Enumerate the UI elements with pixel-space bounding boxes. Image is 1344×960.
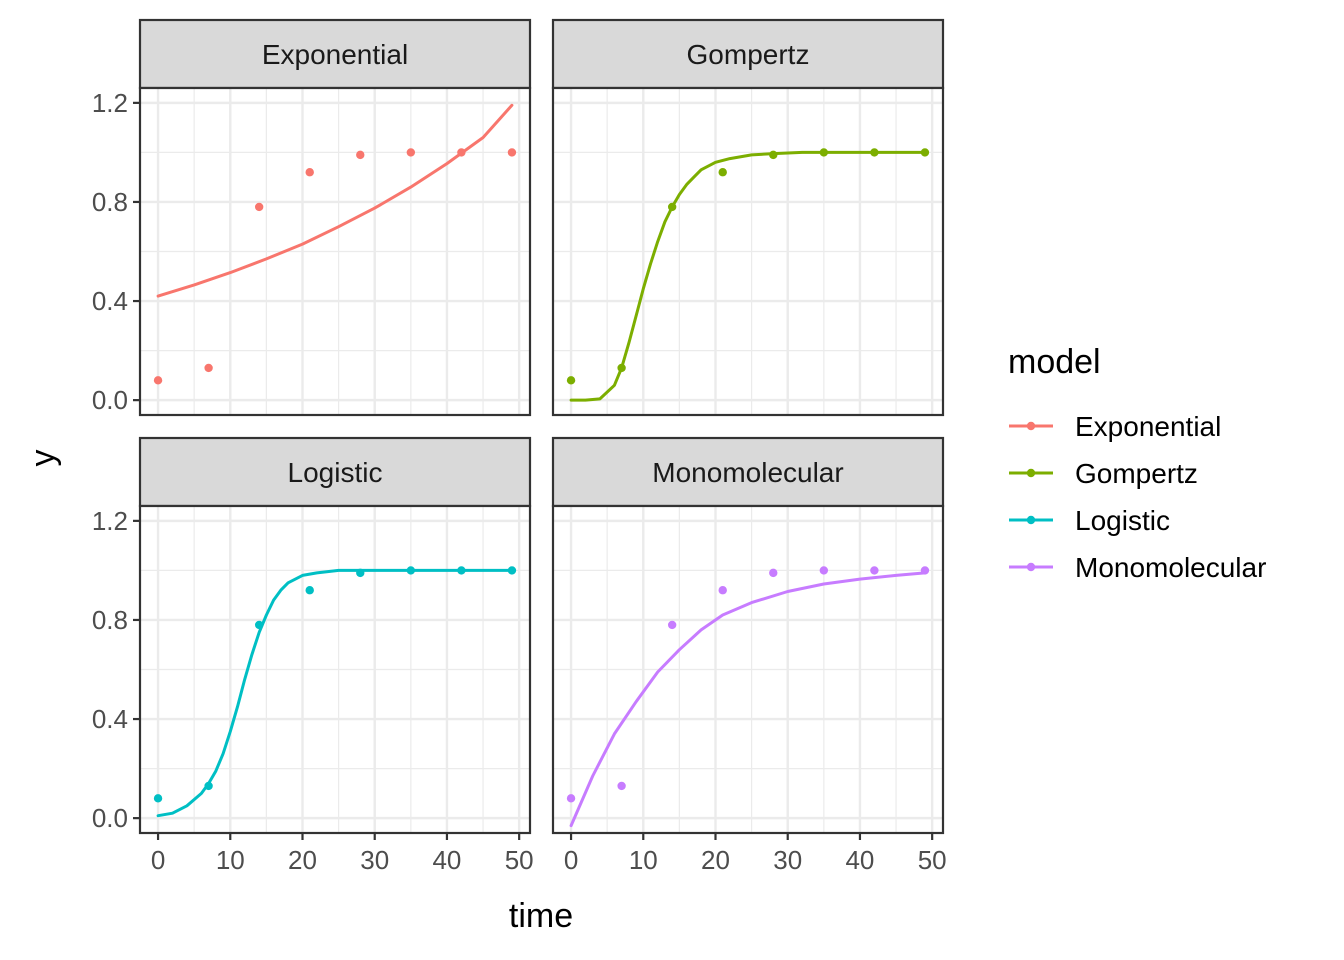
y-tick-label: 1.2	[92, 506, 128, 536]
legend: model Exponential Gompertz Logistic Monomol…	[1008, 343, 1266, 583]
data-point-gompertz	[566, 376, 576, 385]
x-tick-label: 30	[773, 845, 802, 875]
y-tick-label: 0.0	[92, 803, 128, 833]
x-tick-label: 10	[216, 845, 245, 875]
data-point-logistic	[406, 566, 416, 575]
legend-item-logistic: Logistic	[1009, 505, 1170, 536]
data-point-logistic	[356, 568, 365, 578]
panel-gompertz: Gompertz	[551, 18, 945, 417]
x-tick-label: 20	[701, 845, 730, 875]
data-point-gompertz	[667, 202, 677, 212]
panel-border-gompertz	[551, 86, 945, 417]
data-point-gompertz	[617, 363, 626, 373]
data-point-gompertz	[769, 150, 778, 160]
legend-key-point	[1026, 515, 1036, 525]
legend-label: Gompertz	[1075, 458, 1198, 489]
data-point-monomolecular	[769, 568, 778, 578]
data-point-gompertz	[819, 148, 829, 157]
data-point-monomolecular	[920, 566, 930, 575]
x-tick-label: 50	[505, 845, 534, 875]
data-point-exponential	[356, 150, 365, 160]
data-point-monomolecular	[819, 566, 829, 575]
x-tick-label: 40	[432, 845, 461, 875]
data-point-logistic	[204, 781, 213, 791]
y-tick-label: 0.8	[92, 187, 128, 217]
data-point-exponential	[204, 363, 213, 373]
x-tick-label: 0	[564, 845, 578, 875]
y-tick-label: 0.0	[92, 385, 128, 415]
x-tick-label: 20	[288, 845, 317, 875]
strip-label-exponential: Exponential	[262, 39, 408, 70]
x-tick-label: 30	[360, 845, 389, 875]
legend-item-gompertz: Gompertz	[1009, 458, 1198, 489]
data-point-logistic	[457, 566, 466, 575]
data-point-monomolecular	[667, 620, 677, 630]
data-point-exponential	[406, 148, 416, 157]
panel-logistic: Logistic	[138, 436, 532, 835]
data-point-exponential	[507, 148, 517, 157]
y-tick-label: 0.4	[92, 286, 128, 316]
data-point-monomolecular	[566, 794, 576, 803]
data-point-gompertz	[920, 148, 930, 157]
data-point-logistic	[153, 794, 163, 803]
strip-exponential	[138, 18, 532, 90]
legend-label: Monomolecular	[1075, 552, 1266, 583]
data-point-monomolecular	[718, 586, 727, 595]
data-point-logistic	[254, 620, 264, 630]
legend-item-monomolecular: Monomolecular	[1009, 552, 1266, 583]
fit-line-monomolecular	[569, 571, 927, 828]
data-point-logistic	[507, 566, 517, 575]
legend-item-exponential: Exponential	[1009, 411, 1221, 442]
y-tick-label: 0.4	[92, 704, 128, 734]
legend-key-point	[1026, 468, 1036, 478]
panel-border-exponential	[138, 86, 532, 417]
x-tick-label: 50	[918, 845, 947, 875]
panel-border-logistic	[138, 504, 532, 835]
x-tick-label: 10	[629, 845, 658, 875]
data-point-monomolecular	[617, 781, 626, 791]
gridlines-exponential	[140, 88, 530, 415]
strip-label-monomolecular: Monomolecular	[652, 457, 843, 488]
x-axis-title: time	[509, 897, 573, 935]
data-point-exponential	[457, 148, 466, 157]
axes: 0.0 0.4 0.8 1.2 0.0 0.4 0.8 1.2 0 10 20 30 40 50 0 10 20…	[92, 88, 947, 875]
legend-items: Exponential Gompertz Logistic Monomolecular	[1009, 411, 1266, 583]
strip-gompertz	[551, 18, 945, 90]
strip-label-logistic: Logistic	[288, 457, 383, 488]
legend-title: model	[1008, 343, 1101, 381]
data-point-logistic	[305, 586, 314, 595]
y-axis-title: y	[24, 450, 62, 467]
strip-label-gompertz: Gompertz	[687, 39, 810, 70]
legend-label: Exponential	[1075, 411, 1221, 442]
gridlines-gompertz	[553, 88, 943, 415]
strip-monomolecular	[551, 436, 945, 508]
legend-label: Logistic	[1075, 505, 1170, 536]
legend-key-point	[1026, 562, 1036, 572]
facet-panels: Exponential Gompertz Logistic Monomolecular	[138, 18, 945, 835]
panel-border-monomolecular	[551, 504, 945, 835]
panel-monomolecular: Monomolecular	[551, 436, 945, 835]
y-tick-label: 1.2	[92, 88, 128, 118]
x-tick-label: 0	[151, 845, 165, 875]
panel-exponential: Exponential	[138, 18, 532, 417]
data-point-monomolecular	[870, 566, 879, 575]
data-point-gompertz	[870, 148, 879, 157]
x-tick-label: 40	[845, 845, 874, 875]
data-point-gompertz	[718, 168, 727, 177]
data-point-exponential	[254, 202, 264, 212]
data-point-exponential	[305, 168, 314, 177]
legend-key-point	[1026, 421, 1036, 431]
data-point-exponential	[153, 376, 163, 385]
strip-logistic	[138, 436, 532, 508]
y-tick-label: 0.8	[92, 605, 128, 635]
